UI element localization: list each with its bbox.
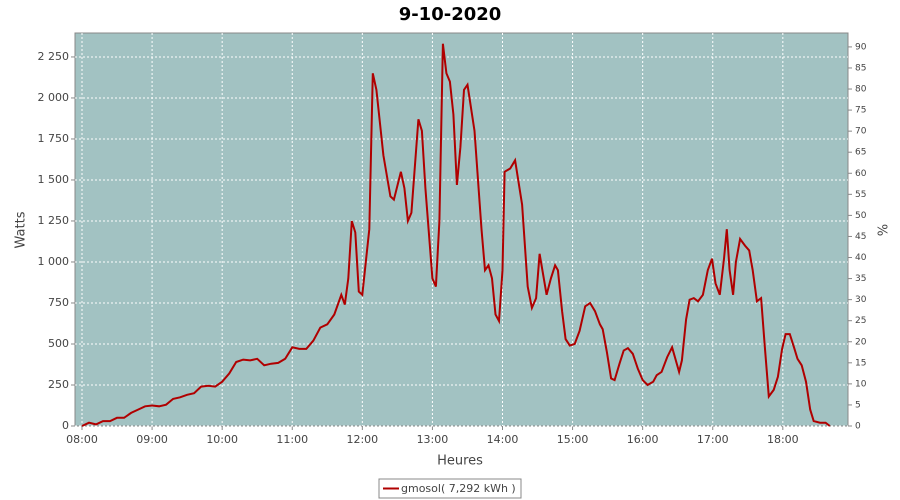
y2-tick-label: 0	[855, 422, 861, 432]
y2-tick-label: 80	[855, 85, 867, 95]
y2-tick-label: 35	[855, 274, 866, 284]
y-tick-label: 2 250	[38, 50, 70, 63]
y-tick-label: 750	[48, 296, 69, 309]
y2-tick-label: 70	[855, 127, 867, 137]
x-tick-label: 17:00	[697, 433, 729, 446]
chart-title: 9-10-2020	[399, 4, 502, 25]
x-tick-label: 08:00	[66, 433, 98, 446]
legend-label: gmosol( 7,292 kWh )	[401, 482, 516, 495]
y-tick-label: 0	[62, 419, 69, 432]
y2-tick-label: 30	[855, 295, 867, 305]
y2-tick-label: 25	[855, 316, 866, 326]
y-tick-label: 500	[48, 337, 69, 350]
y2-tick-label: 5	[855, 400, 861, 410]
y2-tick-label: 20	[855, 337, 867, 347]
y-tick-label: 1 750	[38, 132, 70, 145]
y-tick-label: 250	[48, 378, 69, 391]
x-tick-label: 15:00	[557, 433, 589, 446]
y-tick-label: 1 500	[38, 173, 70, 186]
y-tick-label: 2 000	[38, 91, 70, 104]
y2-tick-label: 40	[855, 253, 867, 263]
y2-tick-label: 75	[855, 106, 866, 116]
x-axis-label: Heures	[437, 454, 483, 469]
x-tick-label: 13:00	[417, 433, 449, 446]
y-axis-label: Watts	[14, 211, 29, 248]
x-tick-label: 09:00	[136, 433, 168, 446]
y2-tick-label: 10	[855, 379, 867, 389]
y2-tick-label: 50	[855, 211, 867, 221]
legend	[378, 478, 522, 499]
y2-tick-label: 90	[855, 42, 867, 52]
x-tick-label: 11:00	[276, 433, 308, 446]
data-line	[81, 43, 831, 427]
y2-tick-label: 65	[855, 148, 866, 158]
y2-tick-label: 55	[855, 190, 866, 200]
x-tick-label: 12:00	[346, 433, 378, 446]
plot-area	[74, 32, 849, 427]
x-tick-label: 14:00	[487, 433, 519, 446]
y2-tick-label: 15	[855, 358, 866, 368]
y2-tick-label: 60	[855, 169, 867, 179]
x-tick-label: 16:00	[627, 433, 659, 446]
y-tick-label: 1 000	[38, 255, 70, 268]
x-tick-label: 18:00	[767, 433, 799, 446]
y2-tick-label: 85	[855, 63, 866, 73]
y-tick-label: 1 250	[38, 214, 70, 227]
y2-axis-label: %	[874, 224, 889, 236]
y2-tick-label: 45	[855, 232, 866, 242]
x-tick-label: 10:00	[206, 433, 238, 446]
